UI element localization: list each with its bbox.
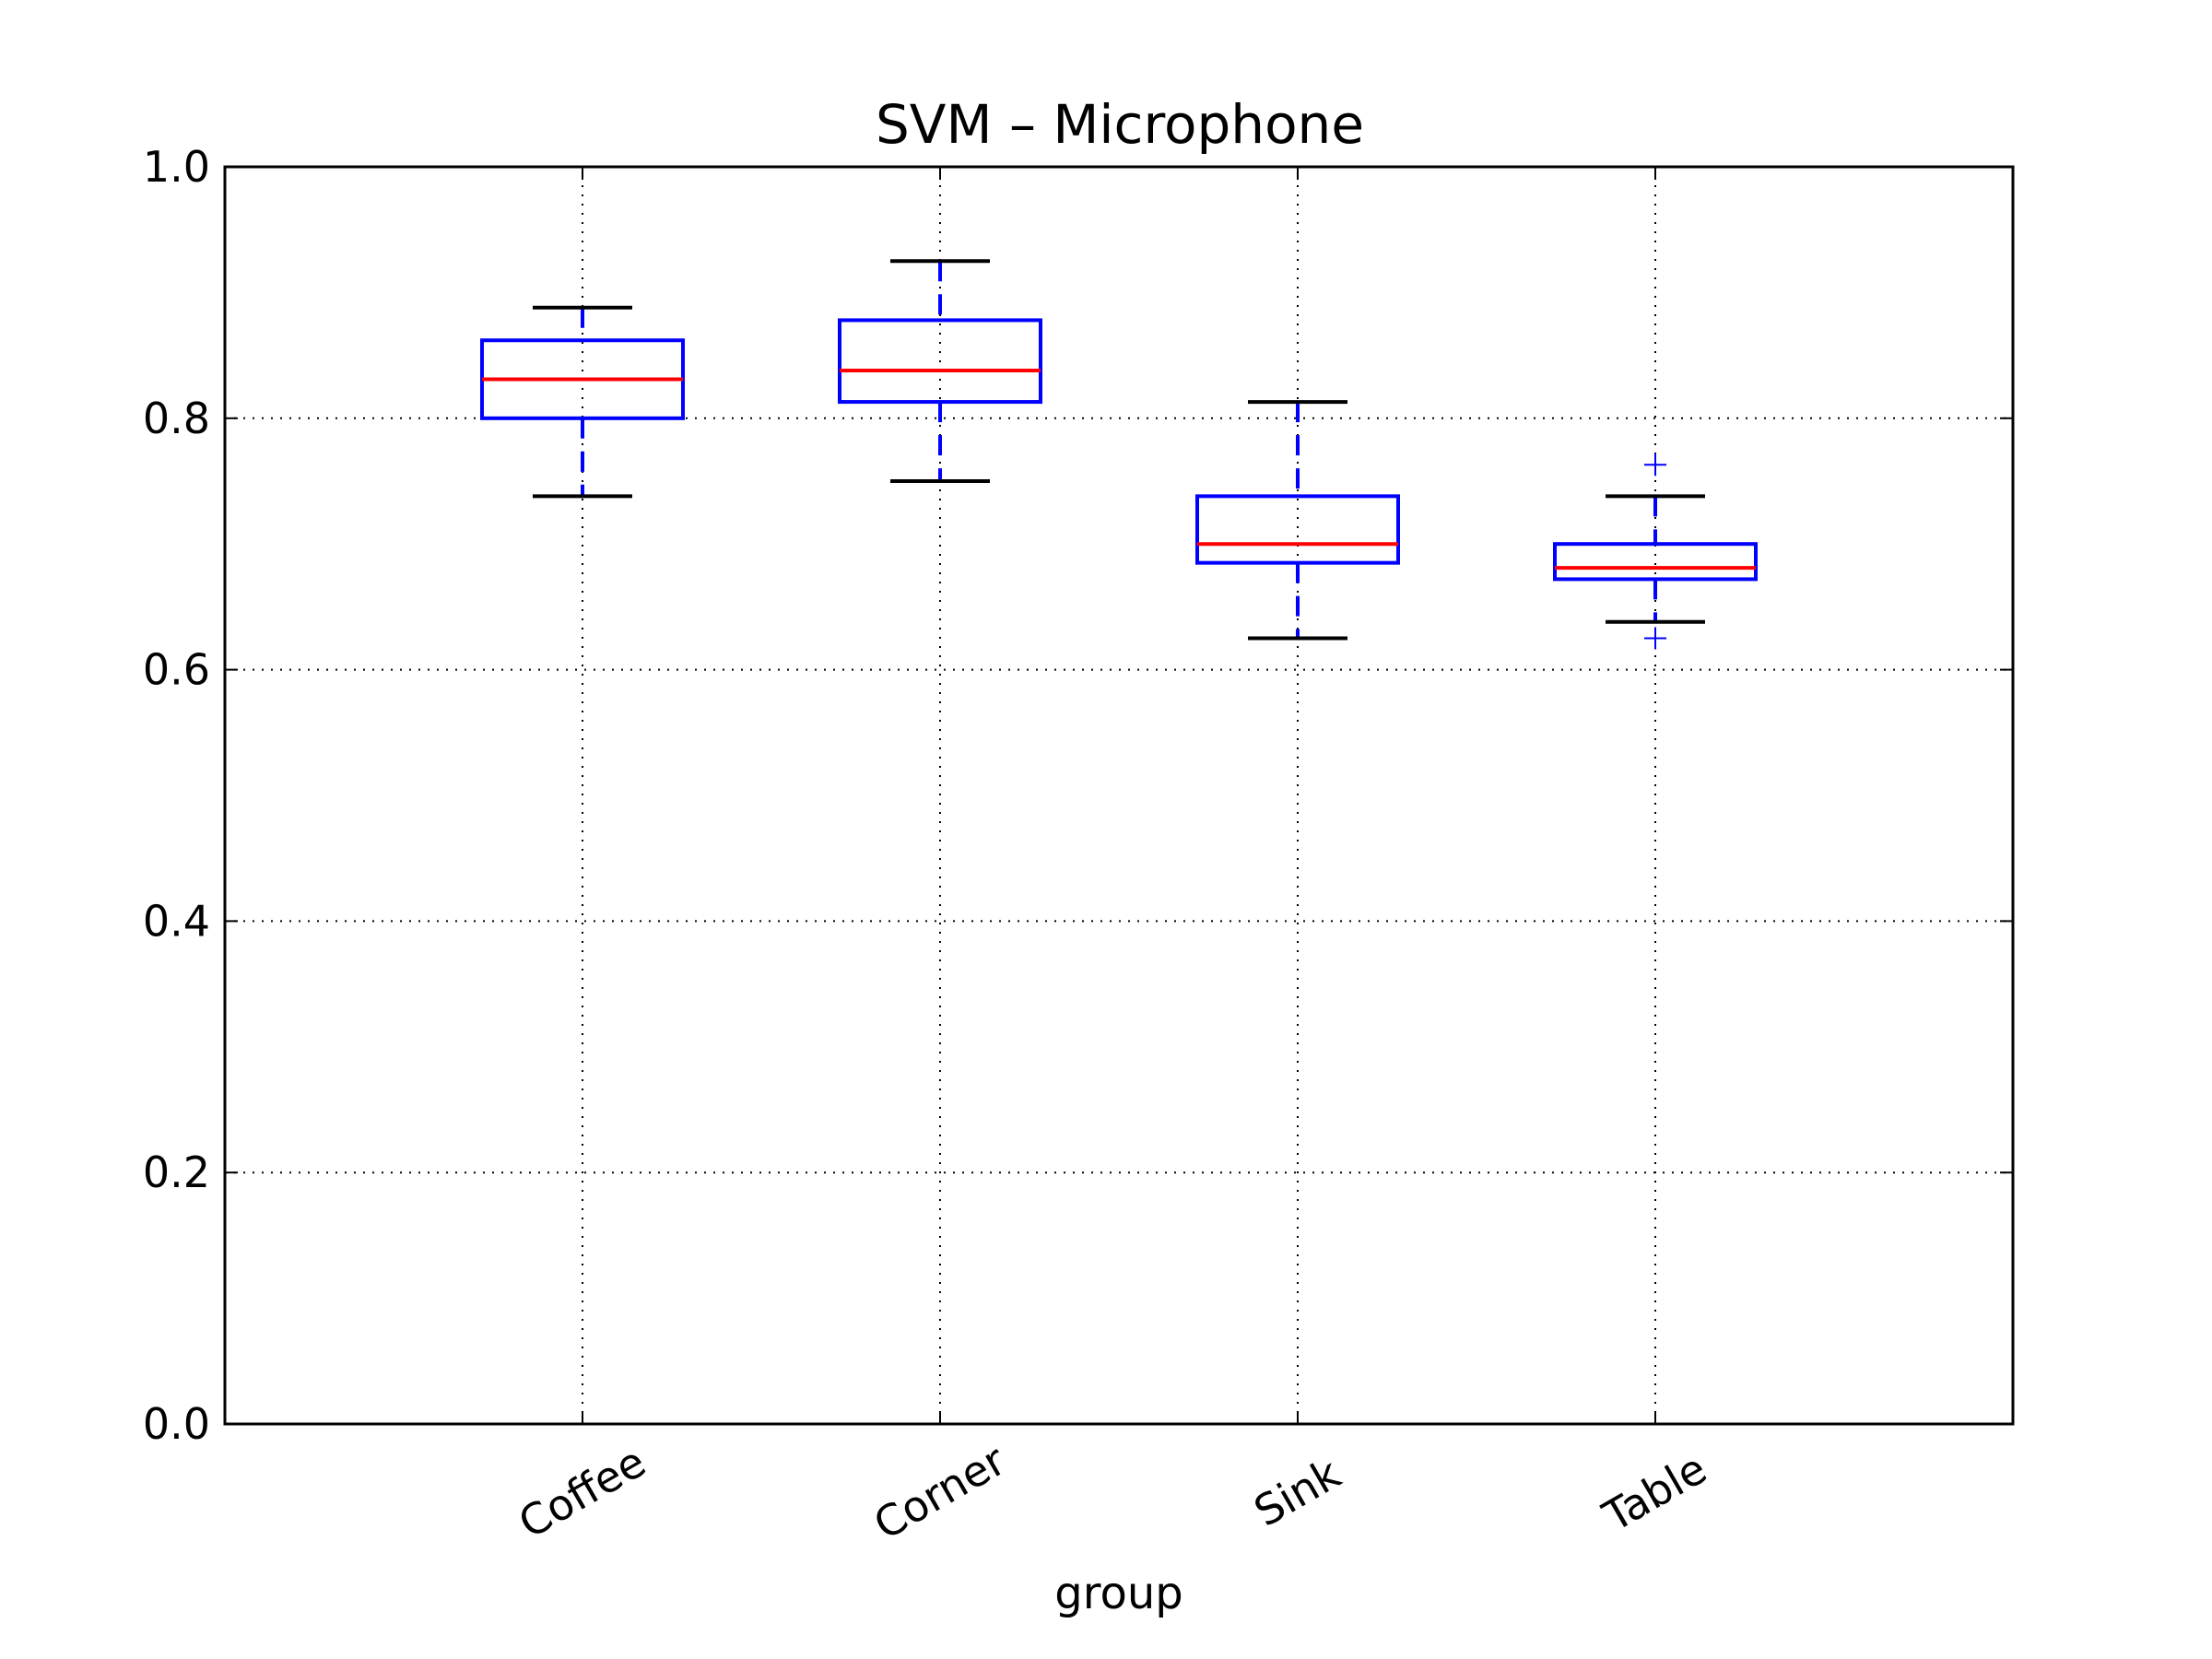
box-iqr xyxy=(1195,494,1400,565)
y-tick-label: 1.0 xyxy=(143,142,210,192)
box-series xyxy=(480,259,1758,650)
box-corner xyxy=(838,259,1042,483)
outlier-point xyxy=(1644,627,1666,650)
box-table xyxy=(1553,453,1758,650)
box-iqr xyxy=(1553,542,1758,582)
box-iqr xyxy=(838,318,1042,405)
box-sink xyxy=(1195,400,1400,641)
y-tick-label: 0.6 xyxy=(143,645,210,695)
plot-area-frame xyxy=(223,165,2015,1426)
outlier-point xyxy=(1644,453,1666,477)
y-tick-label: 0.0 xyxy=(143,1399,210,1449)
chart-title: SVM – Microphone xyxy=(876,93,1364,156)
y-axis: 0.0 0.2 0.4 0.6 0.8 1.0 xyxy=(143,142,2013,1449)
y-tick-label: 0.2 xyxy=(143,1147,210,1197)
x-axis-label: group xyxy=(1054,1568,1182,1619)
y-tick-label: 0.4 xyxy=(143,896,210,946)
y-tick-label: 0.8 xyxy=(143,394,210,443)
grid-lines xyxy=(225,167,2013,1424)
box-coffee xyxy=(480,305,685,499)
